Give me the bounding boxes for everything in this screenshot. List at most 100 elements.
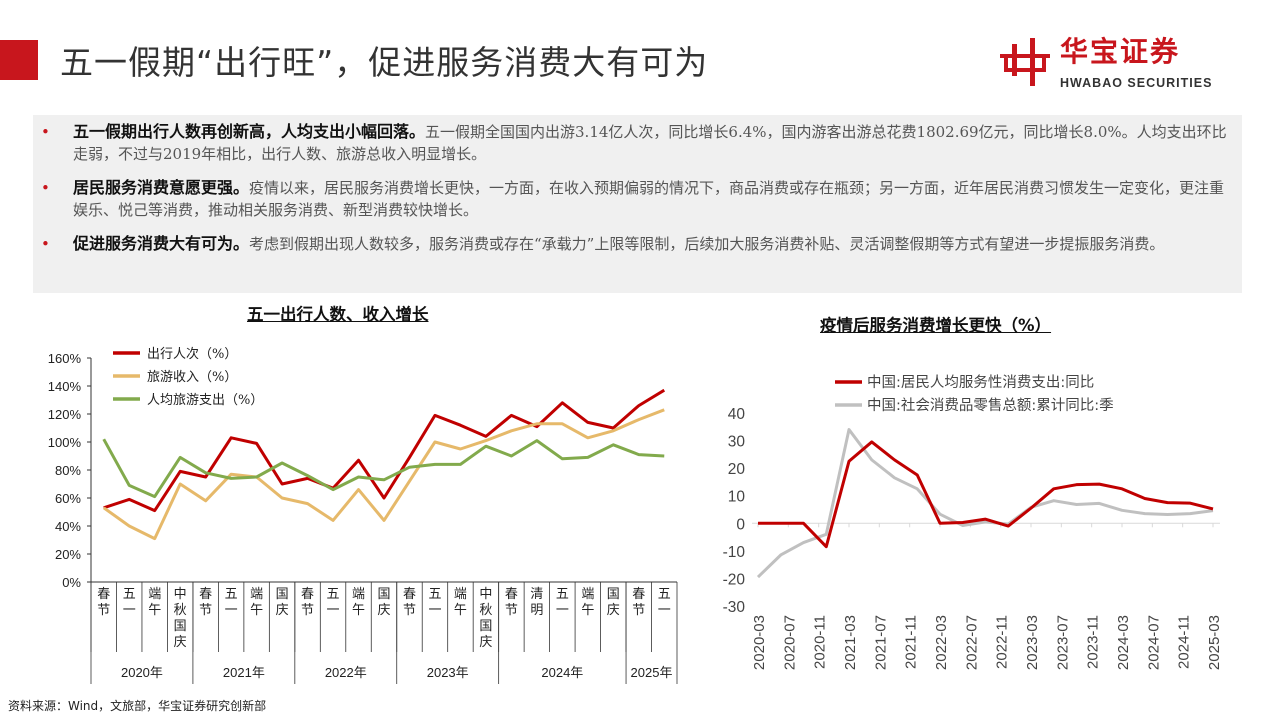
- category-label: 春: [505, 587, 518, 602]
- category-label: 节: [632, 603, 645, 618]
- x-tick-label: 2021-07: [872, 615, 889, 670]
- category-label: 午: [148, 603, 161, 618]
- title-accent-bar: [0, 40, 38, 80]
- year-label: 2024年: [541, 665, 583, 680]
- y-tick-label: 140%: [48, 379, 82, 394]
- category-label: 国: [607, 587, 620, 602]
- category-label: 端: [454, 587, 467, 602]
- bullet-text: 疫情以来，居民服务消费增长更快，一方面，在收入预期偏弱的情况下，商品消费或存在瓶…: [73, 179, 1225, 219]
- y-tick-label: 100%: [48, 435, 82, 450]
- bullet-heading: 五一假期出行人数再创新高，人均支出小幅回落。: [73, 122, 426, 141]
- x-tick-label: 2020-03: [751, 615, 768, 670]
- y-tick-label: 20%: [55, 547, 81, 562]
- y-tick-label: 0%: [62, 575, 81, 590]
- category-label: 五: [327, 587, 340, 602]
- category-label: 五: [658, 587, 671, 602]
- category-label: 庆: [479, 635, 492, 650]
- bullet-text: 考虑到假期出现人数较多，服务消费或存在“承载力”上限等限制，后续加大服务消费补贴…: [249, 235, 1165, 253]
- category-label: 春: [301, 587, 314, 602]
- category-label: 午: [250, 603, 263, 618]
- x-tick-label: 2025-03: [1206, 615, 1223, 670]
- category-label: 国: [377, 587, 390, 602]
- legend-label: 出行人次（%）: [147, 346, 237, 362]
- category-label: 一: [428, 603, 441, 618]
- x-tick-label: 2023-03: [1024, 615, 1041, 670]
- bullet-2: 居民服务消费意愿更强。疫情以来，居民服务消费增长更快，一方面，在收入预期偏弱的情…: [41, 177, 1228, 221]
- category-label: 节: [97, 603, 110, 618]
- category-label: 一: [225, 603, 238, 618]
- x-tick-label: 2022-11: [994, 615, 1011, 669]
- category-label: 端: [250, 587, 263, 602]
- legend-label: 旅游收入（%）: [147, 370, 237, 385]
- hwabao-logo: 华宝证券 HWABAO SECURITIES: [998, 36, 1238, 94]
- category-label: 一: [658, 603, 671, 618]
- y-tick-label: 0: [736, 516, 745, 533]
- x-tick-label: 2023-07: [1054, 615, 1071, 670]
- bullet-1: 五一假期出行人数再创新高，人均支出小幅回落。五一假期全国国内出游3.14亿人次，…: [41, 121, 1228, 165]
- category-label: 节: [403, 603, 416, 618]
- legend-label: 人均旅游支出（%）: [147, 393, 263, 408]
- category-label: 午: [454, 603, 467, 618]
- year-label: 2022年: [325, 665, 367, 680]
- category-label: 秋: [479, 603, 492, 618]
- category-label: 明: [530, 603, 543, 618]
- series-line-2: [102, 438, 665, 499]
- series-line-0: [758, 440, 1214, 549]
- x-tick-label: 2021-11: [903, 615, 920, 669]
- page-title: 五一假期“出行旺”，促进服务消费大有可为: [60, 43, 709, 82]
- summary-box: 五一假期出行人数再创新高，人均支出小幅回落。五一假期全国国内出游3.14亿人次，…: [33, 115, 1242, 293]
- x-tick-label: 2022-03: [933, 615, 950, 670]
- category-label: 节: [199, 603, 212, 618]
- year-label: 2021年: [223, 665, 265, 680]
- series-line-1: [756, 428, 1214, 579]
- bullet-3: 促进服务消费大有可为。考虑到假期出现人数较多，服务消费或存在“承载力”上限等限制…: [41, 233, 1228, 255]
- left-chart-title: 五一出行人数、收入增长: [247, 305, 429, 324]
- category-label: 午: [581, 603, 594, 618]
- category-label: 清: [530, 587, 543, 602]
- bullet-text: 五一假期全国国内出游3.14亿人次，同比增长6.4%，国内游客出游总花费1802…: [73, 123, 1227, 163]
- category-label: 端: [581, 587, 594, 602]
- bullet-heading: 居民服务消费意愿更强。: [73, 178, 250, 197]
- y-tick-label: 60%: [55, 491, 81, 506]
- y-tick-label: 120%: [48, 407, 82, 422]
- category-label: 节: [505, 603, 518, 618]
- category-label: 中: [479, 587, 492, 602]
- category-label: 五: [225, 587, 238, 602]
- x-tick-label: 2022-07: [963, 615, 980, 670]
- legend-label: 中国:社会消费品零售总额:累计同比:季: [867, 397, 1114, 414]
- category-label: 端: [352, 587, 365, 602]
- y-tick-label: 40%: [55, 519, 81, 534]
- category-label: 一: [327, 603, 340, 618]
- year-label: 2020年: [121, 665, 163, 680]
- series-line-1: [102, 408, 665, 541]
- x-tick-label: 2021-03: [842, 615, 859, 670]
- category-label: 国: [174, 619, 187, 634]
- category-label: 国: [479, 619, 492, 634]
- category-label: 节: [301, 603, 314, 618]
- right-chart-title: 疫情后服务消费增长更快（%）: [820, 316, 1052, 335]
- y-tick-label: 80%: [55, 463, 81, 478]
- legend-label: 中国:居民人均服务性消费支出:同比: [867, 374, 1094, 391]
- category-label: 春: [97, 587, 110, 602]
- x-tick-label: 2024-07: [1145, 615, 1162, 670]
- category-label: 中: [174, 587, 187, 602]
- category-label: 午: [352, 603, 365, 618]
- y-tick-label: 20: [728, 461, 746, 478]
- logo-text-cn: 华宝证券: [1060, 35, 1181, 68]
- logo-text-en: HWABAO SECURITIES: [1060, 76, 1213, 90]
- y-tick-label: 40: [728, 406, 746, 423]
- category-label: 春: [632, 587, 645, 602]
- year-label: 2025年: [631, 665, 673, 680]
- year-label: 2023年: [427, 665, 469, 680]
- category-label: 秋: [174, 603, 187, 618]
- y-tick-label: 160%: [48, 351, 82, 366]
- category-label: 一: [556, 603, 569, 618]
- category-label: 庆: [377, 603, 390, 618]
- x-tick-label: 2024-11: [1176, 615, 1193, 669]
- logo-mark-icon: [1000, 38, 1050, 86]
- y-tick-label: -30: [723, 599, 746, 616]
- x-tick-label: 2020-07: [781, 615, 798, 670]
- category-label: 庆: [607, 603, 620, 618]
- category-label: 春: [199, 587, 212, 602]
- category-label: 五: [428, 587, 441, 602]
